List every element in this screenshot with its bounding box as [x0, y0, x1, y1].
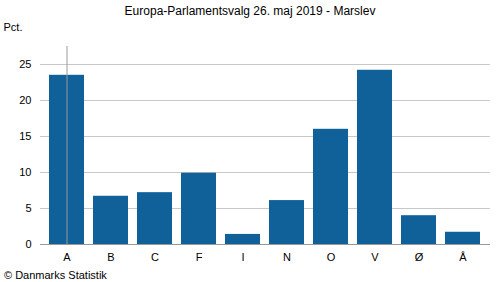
svg-text:N: N — [283, 251, 291, 263]
svg-text:25: 25 — [19, 58, 31, 70]
svg-text:10: 10 — [19, 166, 31, 178]
svg-text:20: 20 — [19, 94, 31, 106]
svg-text:O: O — [327, 251, 336, 263]
svg-text:Ø: Ø — [415, 251, 424, 263]
svg-text:I: I — [241, 251, 244, 263]
html-text:Europa-Parlamentsvalg 26. maj: Europa-Parlamentsvalg 26. maj 2019 - Mar… — [124, 4, 376, 18]
svg-text:0: 0 — [25, 238, 31, 250]
html-text:© Danmarks Statistik: © Danmarks Statistik — [4, 269, 107, 281]
svg-text:15: 15 — [19, 130, 31, 142]
svg-text:5: 5 — [25, 202, 31, 214]
svg-text:V: V — [371, 251, 379, 263]
svg-text:A: A — [63, 251, 71, 263]
svg-text:C: C — [151, 251, 159, 263]
svg-text:B: B — [107, 251, 114, 263]
svg-text:Pct.: Pct. — [4, 21, 23, 33]
svg-text:F: F — [196, 251, 203, 263]
svg-text:Å: Å — [459, 251, 467, 263]
